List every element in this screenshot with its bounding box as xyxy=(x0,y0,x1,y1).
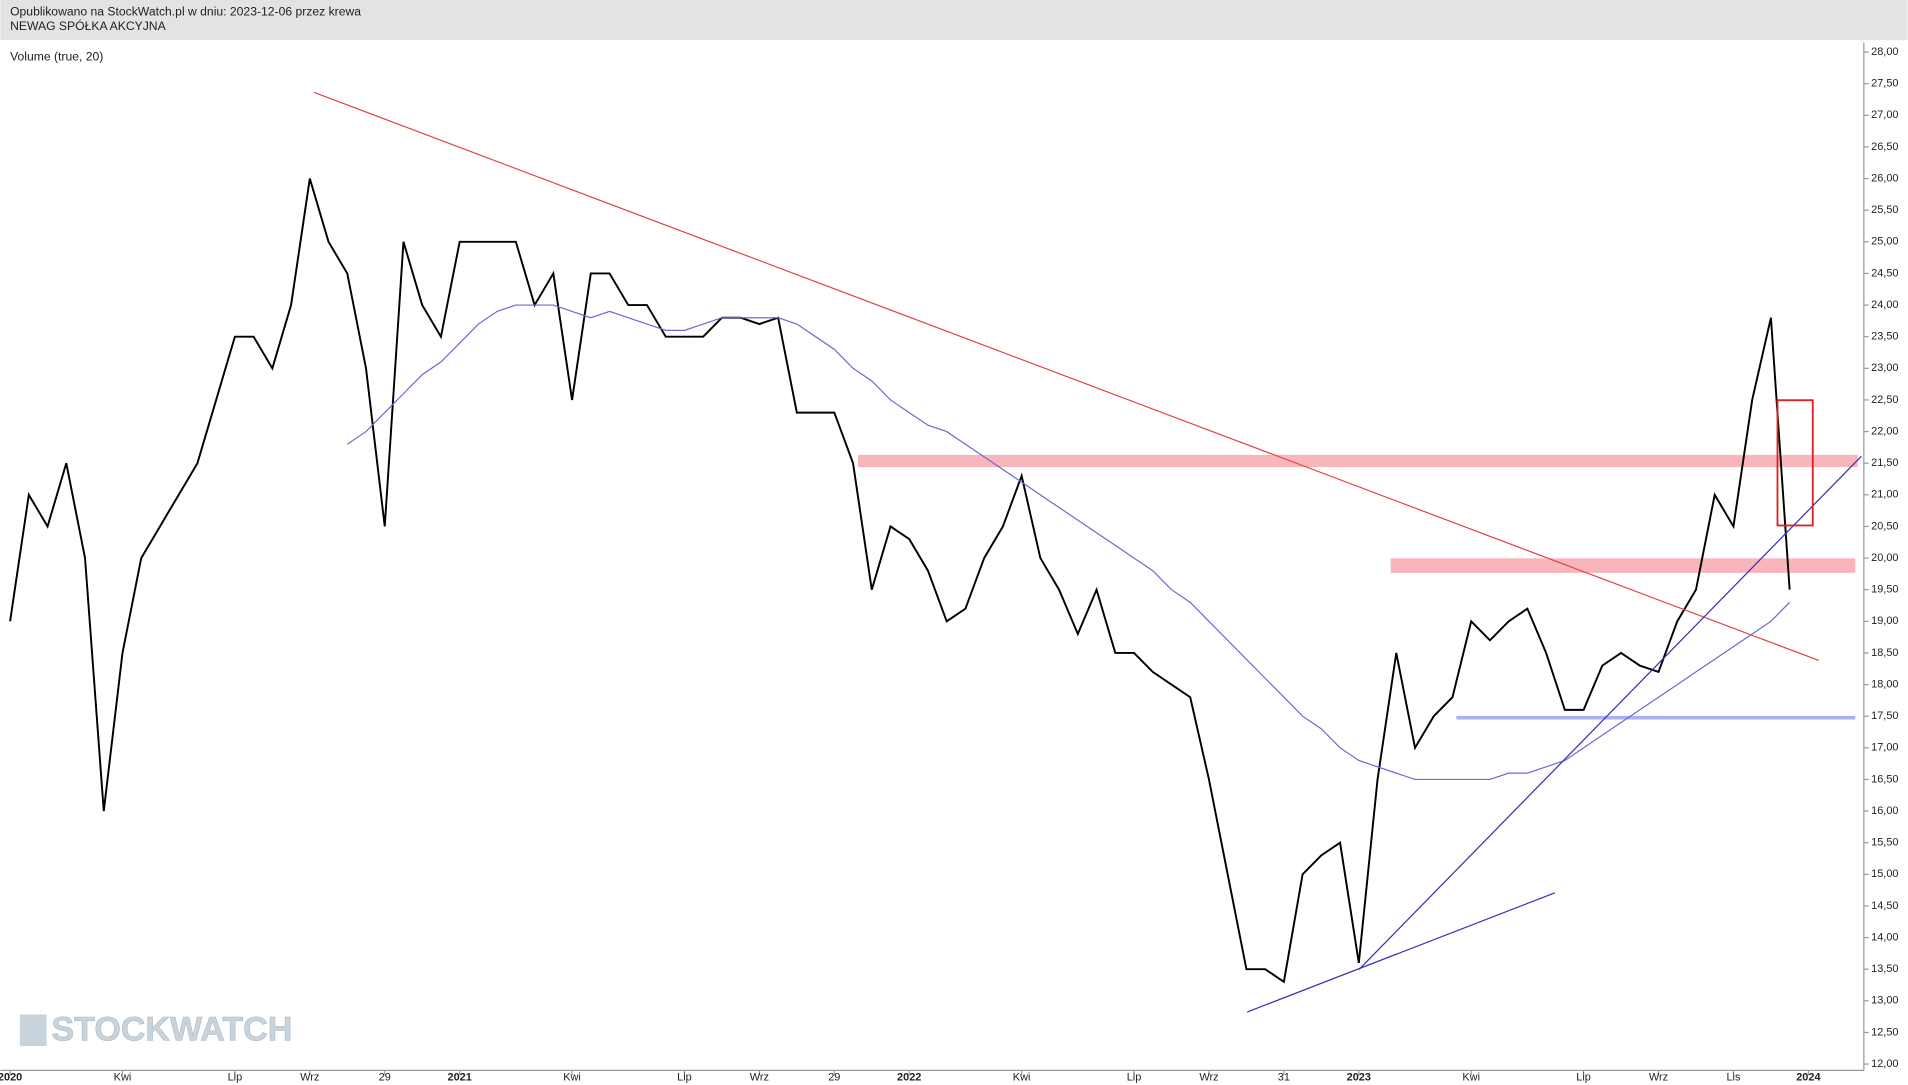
annotations xyxy=(857,454,1858,720)
x-tick-label: Lip xyxy=(1576,1072,1591,1084)
y-tick-label: 15,00 xyxy=(1871,868,1898,880)
y-tick-label: 21,50 xyxy=(1871,457,1898,469)
price-line xyxy=(9,178,1791,984)
y-tick-label: 17,50 xyxy=(1871,710,1898,722)
watermark-icon xyxy=(19,1014,47,1047)
x-tick-label: 29 xyxy=(379,1072,391,1084)
x-tick-label: Wrz xyxy=(1199,1072,1218,1084)
y-tick-label: 23,50 xyxy=(1871,331,1898,343)
y-tick-label: 14,00 xyxy=(1871,931,1898,943)
y-tick-label: 18,50 xyxy=(1871,647,1898,659)
y-tick-label: 20,00 xyxy=(1871,552,1898,564)
y-tick-label: 19,00 xyxy=(1871,615,1898,627)
x-tick-label: 2024 xyxy=(1796,1072,1821,1084)
x-tick-label: 2020 xyxy=(0,1072,22,1084)
y-tick-label: 13,00 xyxy=(1871,995,1898,1007)
y-tick-label: 16,00 xyxy=(1871,805,1898,817)
x-tick-label: 2022 xyxy=(897,1072,921,1084)
y-tick-label: 25,00 xyxy=(1871,236,1898,248)
y-tick-label: 24,00 xyxy=(1871,299,1898,311)
header-line: Opublikowano na StockWatch.pl w dniu: 20… xyxy=(10,4,361,18)
y-tick-label: 17,00 xyxy=(1871,742,1898,754)
average-line xyxy=(346,304,1791,781)
watermark-text: STOCKWATCH xyxy=(51,1010,292,1048)
x-tick-label: 2021 xyxy=(447,1072,471,1084)
x-tick-label: Lis xyxy=(1726,1072,1741,1084)
x-tick-label: 31 xyxy=(1278,1072,1290,1084)
y-tick-label: 23,00 xyxy=(1871,362,1898,374)
x-tick-label: Wrz xyxy=(1649,1072,1668,1084)
trend-line xyxy=(313,91,1820,662)
y-tick-label: 28,00 xyxy=(1871,46,1898,58)
x-tick-label: Lip xyxy=(1127,1072,1142,1084)
target-box xyxy=(1776,399,1814,527)
y-tick-label: 27,00 xyxy=(1871,109,1898,121)
y-tick-label: 14,50 xyxy=(1871,900,1898,912)
x-tick-label: 29 xyxy=(828,1072,840,1084)
x-tick-label: Wrz xyxy=(300,1072,319,1084)
y-tick-label: 12,50 xyxy=(1871,1026,1898,1038)
y-tick-label: 15,50 xyxy=(1871,837,1898,849)
x-tick-label: 2023 xyxy=(1347,1072,1371,1084)
y-tick-label: 22,00 xyxy=(1871,425,1898,437)
trend-line xyxy=(1358,455,1862,970)
plot xyxy=(9,178,1791,984)
resistance-band xyxy=(857,454,1858,468)
y-tick-label: 26,00 xyxy=(1871,172,1898,184)
y-tick-label: 16,50 xyxy=(1871,773,1898,785)
y-tick-label: 13,50 xyxy=(1871,963,1898,975)
resistance-band xyxy=(1390,558,1856,573)
x-tick-label: Kwi xyxy=(1462,1072,1480,1084)
x-tick-label: Kwi xyxy=(114,1072,132,1084)
y-tick-label: 27,50 xyxy=(1871,78,1898,90)
y-tick-label: 21,00 xyxy=(1871,489,1898,501)
y-tick-label: 26,50 xyxy=(1871,141,1898,153)
x-tick-label: Lip xyxy=(677,1072,692,1084)
y-tick-label: 12,00 xyxy=(1871,1058,1898,1070)
x-tick-label: Kwi xyxy=(1013,1072,1031,1084)
y-tick-label: 25,50 xyxy=(1871,204,1898,216)
y-tick-label: 19,50 xyxy=(1871,584,1898,596)
x-tick-label: Lip xyxy=(228,1072,243,1084)
y-tick-label: 24,50 xyxy=(1871,267,1898,279)
y-tick-label: 20,50 xyxy=(1871,520,1898,532)
x-tick-label: Wrz xyxy=(750,1072,769,1084)
header-bar xyxy=(0,0,1908,41)
x-tick-label: Kwi xyxy=(563,1072,581,1084)
y-tick-label: 18,00 xyxy=(1871,678,1898,690)
indicator-label: Volume (true, 20) xyxy=(10,49,103,63)
trend-lines xyxy=(313,91,1862,1013)
y-tick-label: 22,50 xyxy=(1871,394,1898,406)
header-line: NEWAG SPÓŁKA AKCYJNA xyxy=(10,18,166,33)
watermark: STOCKWATCH xyxy=(19,1010,293,1049)
trend-line xyxy=(1246,892,1556,1013)
